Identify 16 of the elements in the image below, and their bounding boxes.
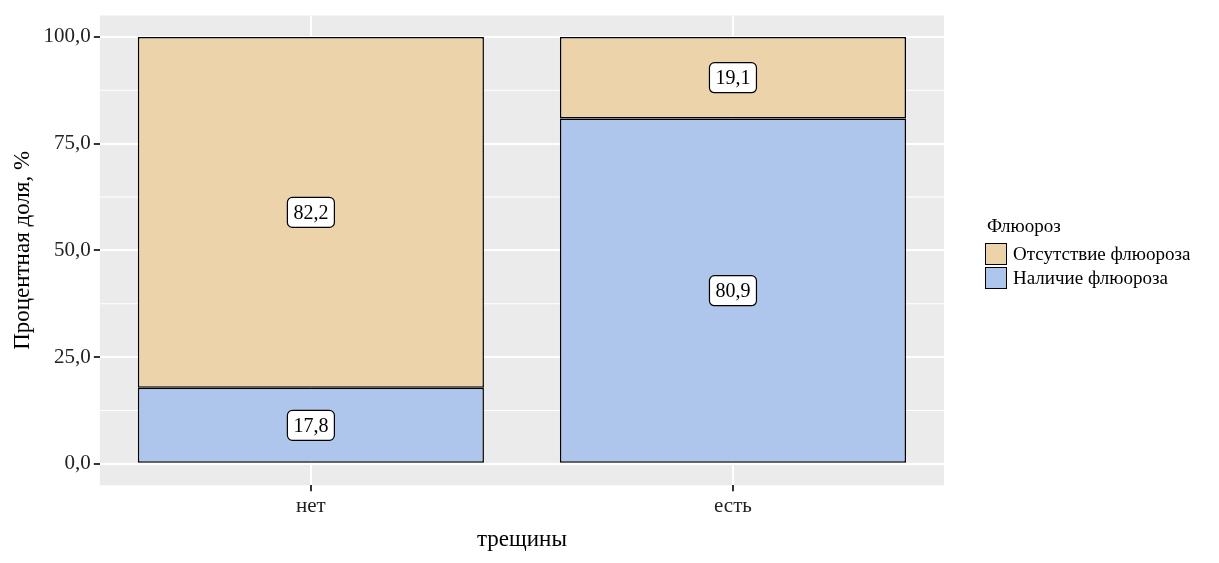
x-tick-label: нет	[296, 493, 326, 518]
legend-title: Флюороз	[987, 215, 1062, 237]
legend-label: Наличие флюороза	[1013, 267, 1168, 289]
x-axis-title: трещины	[477, 526, 567, 552]
y-axis-title: Процентная доля, %	[8, 150, 34, 350]
y-tick-label: 75,0	[54, 130, 91, 155]
text: 80,9	[715, 278, 751, 301]
y-tick-label: 25,0	[54, 343, 91, 368]
y-tick-label: 100,0	[43, 23, 91, 48]
x-tick-label: есть	[714, 493, 752, 518]
text: Отсутствие флюороза	[1013, 243, 1191, 265]
y-tick-label: 50,0	[54, 236, 91, 261]
y-tick-label: 0,0	[64, 450, 91, 475]
text: 19,1	[715, 65, 751, 88]
text: 17,8	[293, 413, 329, 436]
text: 82,2	[293, 200, 329, 223]
